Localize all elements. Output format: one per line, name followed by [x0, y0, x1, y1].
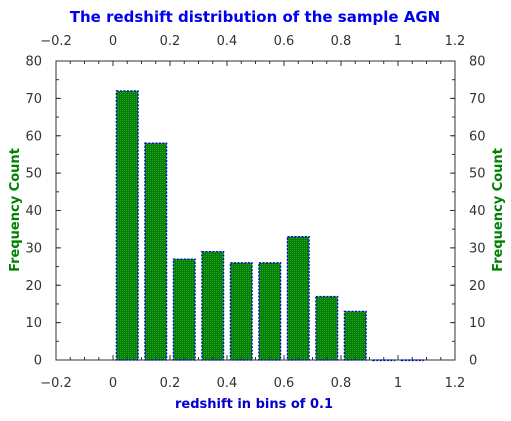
bar [172, 258, 196, 361]
y-axis-title-right: Frequency Count [491, 148, 506, 272]
x-tick-label-bottom: 0.2 [160, 376, 181, 391]
x-tick-label-top: −0.2 [40, 34, 72, 49]
bar [400, 359, 424, 362]
x-tick-label-top: 0.2 [160, 34, 181, 49]
bar [115, 90, 139, 361]
x-tick-label-bottom: 0.4 [217, 376, 238, 391]
y-tick-label-left: 40 [25, 204, 42, 219]
y-tick-label-right: 40 [469, 204, 486, 219]
chart-title: The redshift distribution of the sample … [70, 8, 440, 26]
y-tick-label-right: 80 [469, 55, 486, 70]
y-axis-title-left: Frequency Count [8, 148, 23, 272]
x-tick-label-bottom: 0 [109, 376, 117, 391]
y-tick-label-left: 0 [34, 354, 42, 369]
x-tick-label-top: 0.8 [331, 34, 352, 49]
bar [372, 359, 396, 362]
x-tick-label-top: 0 [109, 34, 117, 49]
x-tick-label-bottom: 1.2 [445, 376, 466, 391]
y-tick-label-right: 10 [469, 316, 486, 331]
x-tick-label-bottom: 0.6 [274, 376, 295, 391]
y-tick-label-left: 10 [25, 316, 42, 331]
bar [258, 262, 282, 361]
bar [343, 310, 367, 361]
x-tick-label-top: 0.4 [217, 34, 238, 49]
bar [201, 250, 225, 361]
x-tick-label-top: 1.2 [445, 34, 466, 49]
x-axis-title: redshift in bins of 0.1 [175, 397, 333, 412]
x-tick-label-bottom: −0.2 [40, 376, 72, 391]
y-tick-label-left: 20 [25, 279, 42, 294]
bar [286, 236, 310, 361]
bar [315, 295, 339, 361]
y-tick-label-right: 60 [469, 129, 486, 144]
x-tick-label-bottom: 1 [394, 376, 402, 391]
y-tick-label-left: 60 [25, 129, 42, 144]
y-tick-label-right: 70 [469, 92, 486, 107]
y-tick-label-left: 70 [25, 92, 42, 107]
y-tick-label-left: 50 [25, 167, 42, 182]
bars-group [115, 90, 424, 362]
x-tick-label-bottom: 0.8 [331, 376, 352, 391]
y-tick-label-left: 30 [25, 241, 42, 256]
y-tick-label-right: 50 [469, 167, 486, 182]
y-tick-label-right: 20 [469, 279, 486, 294]
y-tick-label-left: 80 [25, 55, 42, 70]
y-tick-label-right: 30 [469, 241, 486, 256]
y-tick-label-right: 0 [469, 354, 477, 369]
bar [144, 142, 168, 361]
x-tick-label-top: 0.6 [274, 34, 295, 49]
bar [229, 262, 253, 361]
x-tick-label-top: 1 [394, 34, 402, 49]
ticks-group: −0.2 −0.2 0 0 0.2 0.2 0.4 0.4 0.6 0.6 0.8 0.8 1 1 1.2 1… [25, 34, 485, 391]
